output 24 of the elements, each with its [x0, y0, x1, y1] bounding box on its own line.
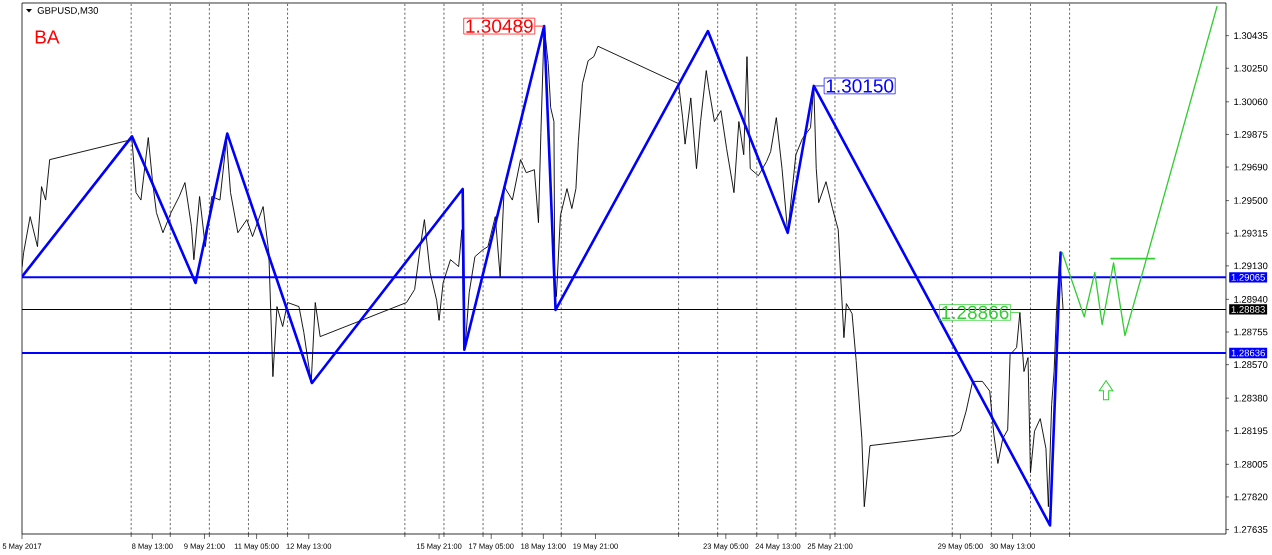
ref-line-label: 1.28636: [1231, 349, 1265, 357]
annotation: 1.30489: [466, 19, 533, 33]
y-tick-label: 1.28755: [1234, 328, 1268, 336]
y-tick-label: 1.30060: [1234, 98, 1268, 106]
y-tick-label: 1.28940: [1234, 296, 1268, 303]
y-tick-label: 1.29315: [1234, 229, 1268, 237]
chart-title: GBPUSD,M30: [37, 7, 99, 15]
y-tick-label: 1.27820: [1234, 493, 1268, 501]
line-series: [1061, 5, 1218, 337]
y-tick-label: 1.29500: [1234, 197, 1268, 204]
y-tick-label: 1.27635: [1234, 526, 1268, 533]
y-tick-label: 1.29130: [1234, 262, 1268, 270]
y-tick-label: 1.28570: [1234, 361, 1268, 369]
y-tick-label: 1.28005: [1234, 460, 1268, 468]
annotation: 1.30150: [826, 79, 894, 93]
ref-line-label: 1.29065: [1231, 273, 1265, 281]
y-tick-label: 1.28195: [1234, 427, 1268, 435]
y-tick-label: 1.29690: [1234, 163, 1268, 171]
y-tick-label: 1.29875: [1234, 131, 1268, 138]
y-tick-label: 1.30250: [1234, 64, 1268, 72]
y-tick-label: 1.30435: [1234, 32, 1268, 39]
annotation: BA: [35, 30, 60, 44]
ref-line-label: 1.28883: [1231, 306, 1265, 313]
y-tick-label: 1.28380: [1234, 394, 1268, 402]
